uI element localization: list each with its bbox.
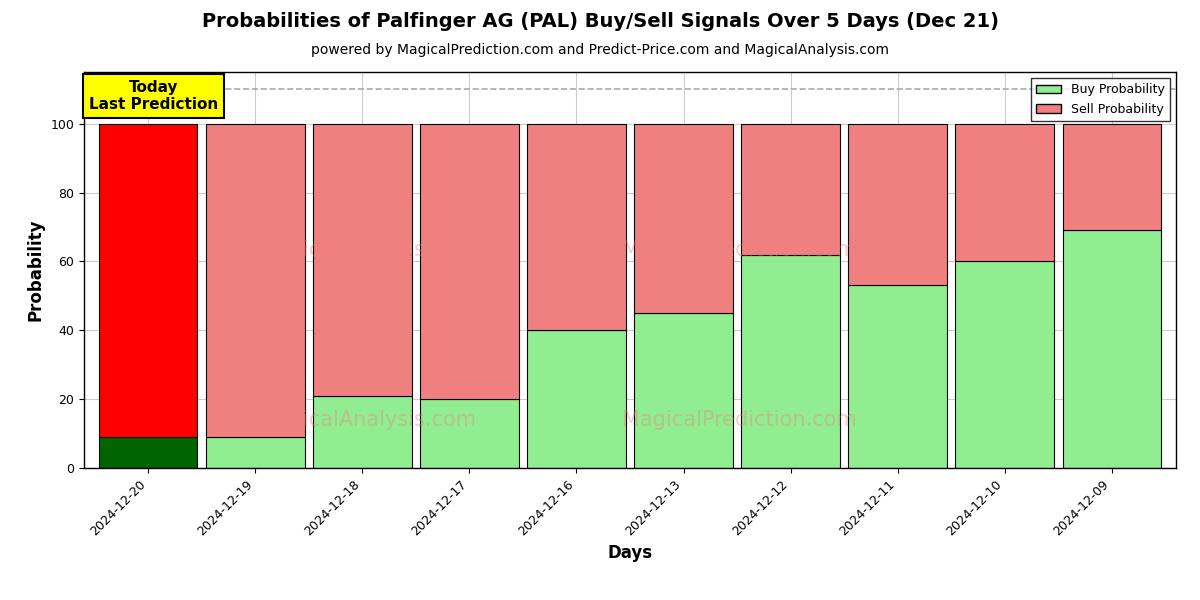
Legend: Buy Probability, Sell Probability: Buy Probability, Sell Probability — [1031, 78, 1170, 121]
Bar — [742, 254, 840, 468]
Bar — [98, 124, 198, 437]
Text: MagicalPrediction.com: MagicalPrediction.com — [622, 410, 857, 430]
Bar — [420, 399, 518, 468]
Bar — [1062, 124, 1162, 230]
Bar — [848, 286, 947, 468]
Y-axis label: Probability: Probability — [26, 219, 44, 321]
Text: MagicalPrediction.com: MagicalPrediction.com — [622, 240, 857, 260]
Text: powered by MagicalPrediction.com and Predict-Price.com and MagicalAnalysis.com: powered by MagicalPrediction.com and Pre… — [311, 43, 889, 57]
Bar — [848, 124, 947, 286]
Text: Today
Last Prediction: Today Last Prediction — [89, 80, 218, 112]
Bar — [955, 262, 1054, 468]
Bar — [1062, 230, 1162, 468]
Bar — [635, 313, 733, 468]
Bar — [420, 124, 518, 399]
Bar — [955, 124, 1054, 262]
Bar — [313, 395, 412, 468]
Bar — [98, 437, 198, 468]
Text: Probabilities of Palfinger AG (PAL) Buy/Sell Signals Over 5 Days (Dec 21): Probabilities of Palfinger AG (PAL) Buy/… — [202, 12, 998, 31]
Bar — [527, 124, 625, 330]
X-axis label: Days: Days — [607, 544, 653, 562]
Bar — [206, 124, 305, 437]
Bar — [206, 437, 305, 468]
Bar — [313, 124, 412, 395]
Bar — [742, 124, 840, 254]
Bar — [527, 330, 625, 468]
Bar — [635, 124, 733, 313]
Text: MagicalAnalysis.com: MagicalAnalysis.com — [259, 240, 476, 260]
Text: MagicalAnalysis.com: MagicalAnalysis.com — [259, 410, 476, 430]
